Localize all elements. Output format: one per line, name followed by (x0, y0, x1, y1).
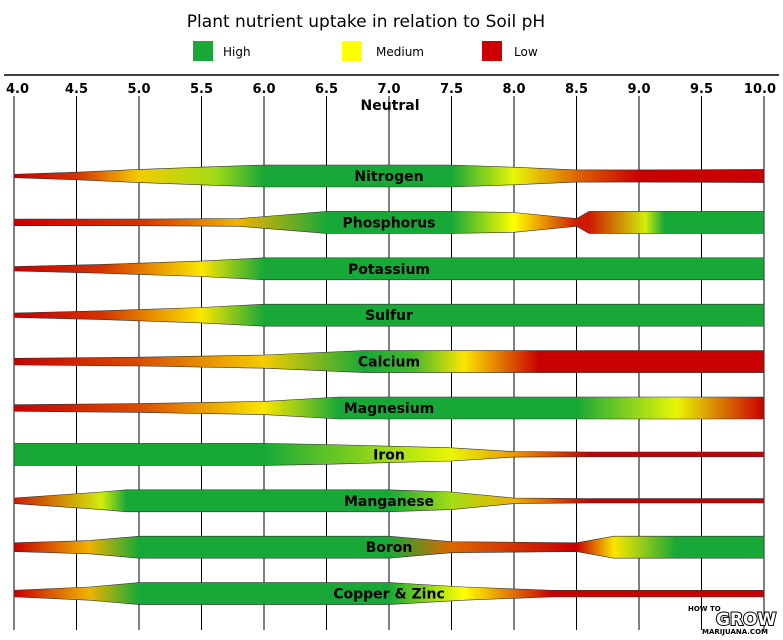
x-tick-label: 8.5 (565, 82, 588, 97)
x-tick-label: 4.0 (6, 82, 29, 97)
band-label: Phosphorus (343, 215, 436, 231)
band-label: Boron (366, 540, 413, 556)
nutrient-band: Magnesium (13, 396, 765, 420)
chart-title: Plant nutrient uptake in relation to Soi… (187, 12, 545, 32)
nutrient-band: Sulfur (13, 303, 765, 327)
legend-label-low: Low (514, 45, 538, 59)
band-shape (13, 164, 765, 188)
band-label: Manganese (344, 494, 434, 510)
x-tick-label: 9.0 (627, 82, 650, 97)
x-tick-label: 10.0 (744, 82, 776, 97)
legend-swatch-medium (342, 41, 362, 61)
x-tick-label: 7.5 (440, 82, 463, 97)
band-label: Copper & Zinc (333, 587, 445, 603)
logo-text-big: GROW (716, 610, 776, 630)
legend-label-high: High (223, 45, 251, 59)
band-shape (13, 211, 765, 234)
x-axis-ticks: 4.0 4.5 5.0 5.5 6.0 6.5 7.0 7.5 8.0 8.5 9.0 9.5 10.0 (6, 82, 776, 97)
nutrient-band: Potassium (13, 257, 765, 281)
band-label: Calcium (358, 355, 420, 371)
band-label: Magnesium (344, 401, 435, 417)
x-tick-label: 6.5 (315, 82, 338, 97)
x-tick-label: 6.0 (252, 82, 275, 97)
band-shape (13, 443, 765, 466)
band-shape (13, 582, 765, 605)
band-label: Nitrogen (354, 169, 423, 185)
x-tick-label: 8.0 (502, 82, 525, 97)
x-tick-label: 7.0 (377, 82, 400, 97)
band-shape (13, 535, 765, 559)
legend-label-medium: Medium (376, 45, 424, 59)
logo-text-bottom: MARIJUANA.COM (702, 628, 768, 636)
band-shape (13, 257, 765, 281)
band-shape (13, 396, 765, 420)
band-shape (13, 489, 765, 513)
nutrient-band: Boron (13, 535, 765, 559)
nutrient-bands: Nitrogen Phosphorus Potassium Sulfur Calcium… (13, 164, 765, 605)
watermark-logo: HOW TO GROW MARIJUANA.COM (688, 605, 777, 636)
band-shape (13, 303, 765, 327)
band-label: Iron (373, 447, 405, 463)
x-tick-label: 9.5 (690, 82, 713, 97)
nutrient-band: Copper & Zinc (13, 582, 765, 605)
nutrient-band: Calcium (13, 350, 765, 373)
band-label: Sulfur (365, 308, 413, 324)
nutrient-band: Nitrogen (13, 164, 765, 188)
band-shape (13, 350, 765, 373)
x-tick-label: 5.0 (127, 82, 150, 97)
logo-text-top: HOW TO (688, 605, 721, 613)
legend-swatch-low (482, 41, 502, 61)
x-tick-label: 4.5 (65, 82, 88, 97)
nutrient-band: Phosphorus (13, 211, 765, 234)
band-label: Potassium (348, 262, 430, 278)
nutrient-band: Iron (13, 443, 765, 466)
x-tick-label: 5.5 (190, 82, 213, 97)
legend-swatch-high (193, 41, 213, 61)
nutrient-band: Manganese (13, 489, 765, 513)
neutral-label: Neutral (360, 98, 419, 114)
legend: High Medium Low (193, 41, 538, 61)
